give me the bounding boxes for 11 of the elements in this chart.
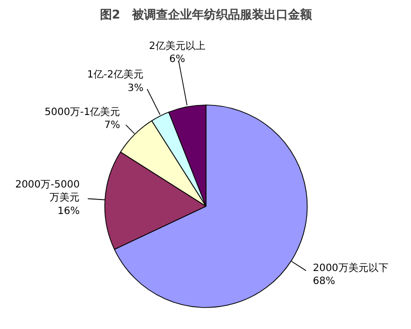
slice-label: 2亿美元以上 (148, 40, 206, 52)
slice-label: 1亿-2亿美元 (87, 68, 144, 81)
slice-label: 5000万-1亿美元 (44, 106, 120, 118)
slice-label: 2000万-5000万美元 (15, 179, 80, 204)
data-label: 16% (57, 206, 80, 217)
slice-label: 2000万美元以下 (312, 262, 388, 274)
data-label: 7% (104, 120, 120, 132)
data-label: 68% (312, 276, 336, 288)
data-label: 6% (169, 54, 186, 65)
data-label: 3% (128, 82, 144, 94)
chart-title: 图2 被调查企业年纺织品服装出口金额 (100, 8, 314, 22)
